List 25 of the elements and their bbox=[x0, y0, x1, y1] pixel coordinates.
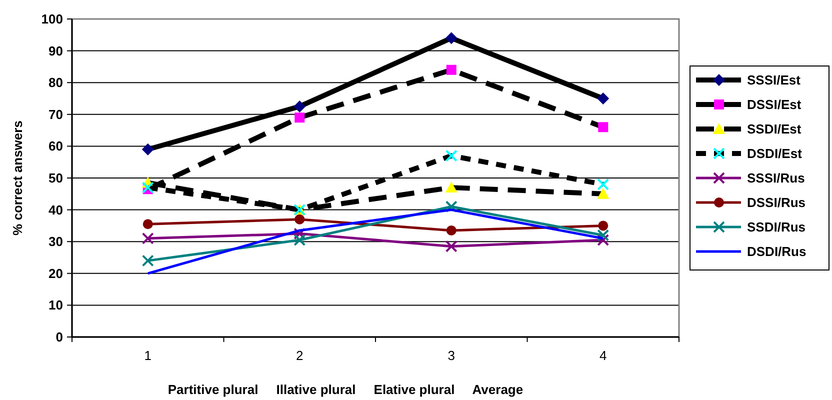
x-tick-label: 1 bbox=[144, 348, 152, 363]
y-tick-label: 0 bbox=[56, 330, 63, 344]
y-tick-label: 40 bbox=[48, 202, 63, 218]
x-axis-title: Partitive plural Illative plural Elative plural Average bbox=[168, 382, 524, 397]
y-tick-label: 80 bbox=[48, 75, 63, 90]
y-tick-label: 90 bbox=[48, 43, 63, 58]
legend-label: DSSI/Rus bbox=[747, 195, 806, 210]
legend-label: DSDI/Est bbox=[747, 146, 803, 161]
legend-label: SSSI/Est bbox=[747, 72, 802, 88]
y-tick-label: 70 bbox=[48, 106, 63, 122]
y-axis-title: % correct answers bbox=[10, 120, 25, 236]
y-tick-label: 100 bbox=[41, 12, 63, 26]
y-tick-label: 30 bbox=[48, 234, 63, 250]
y-tick-label: 60 bbox=[48, 138, 63, 154]
legend-label: SSDI/Est bbox=[747, 122, 802, 136]
legend-label: SSDI/Rus bbox=[747, 220, 806, 234]
legend-label: DSSI/Est bbox=[747, 97, 802, 112]
legend-label: SSSI/Rus bbox=[747, 170, 805, 186]
y-tick-label: 50 bbox=[48, 170, 63, 186]
x-tick-label: 4 bbox=[600, 348, 607, 363]
y-tick-label: 20 bbox=[48, 266, 63, 281]
y-tick-label: 10 bbox=[48, 298, 63, 313]
x-tick-label: 2 bbox=[296, 348, 304, 363]
x-tick-label: 3 bbox=[448, 348, 455, 363]
legend-label: DSDI/Rus bbox=[747, 244, 806, 259]
